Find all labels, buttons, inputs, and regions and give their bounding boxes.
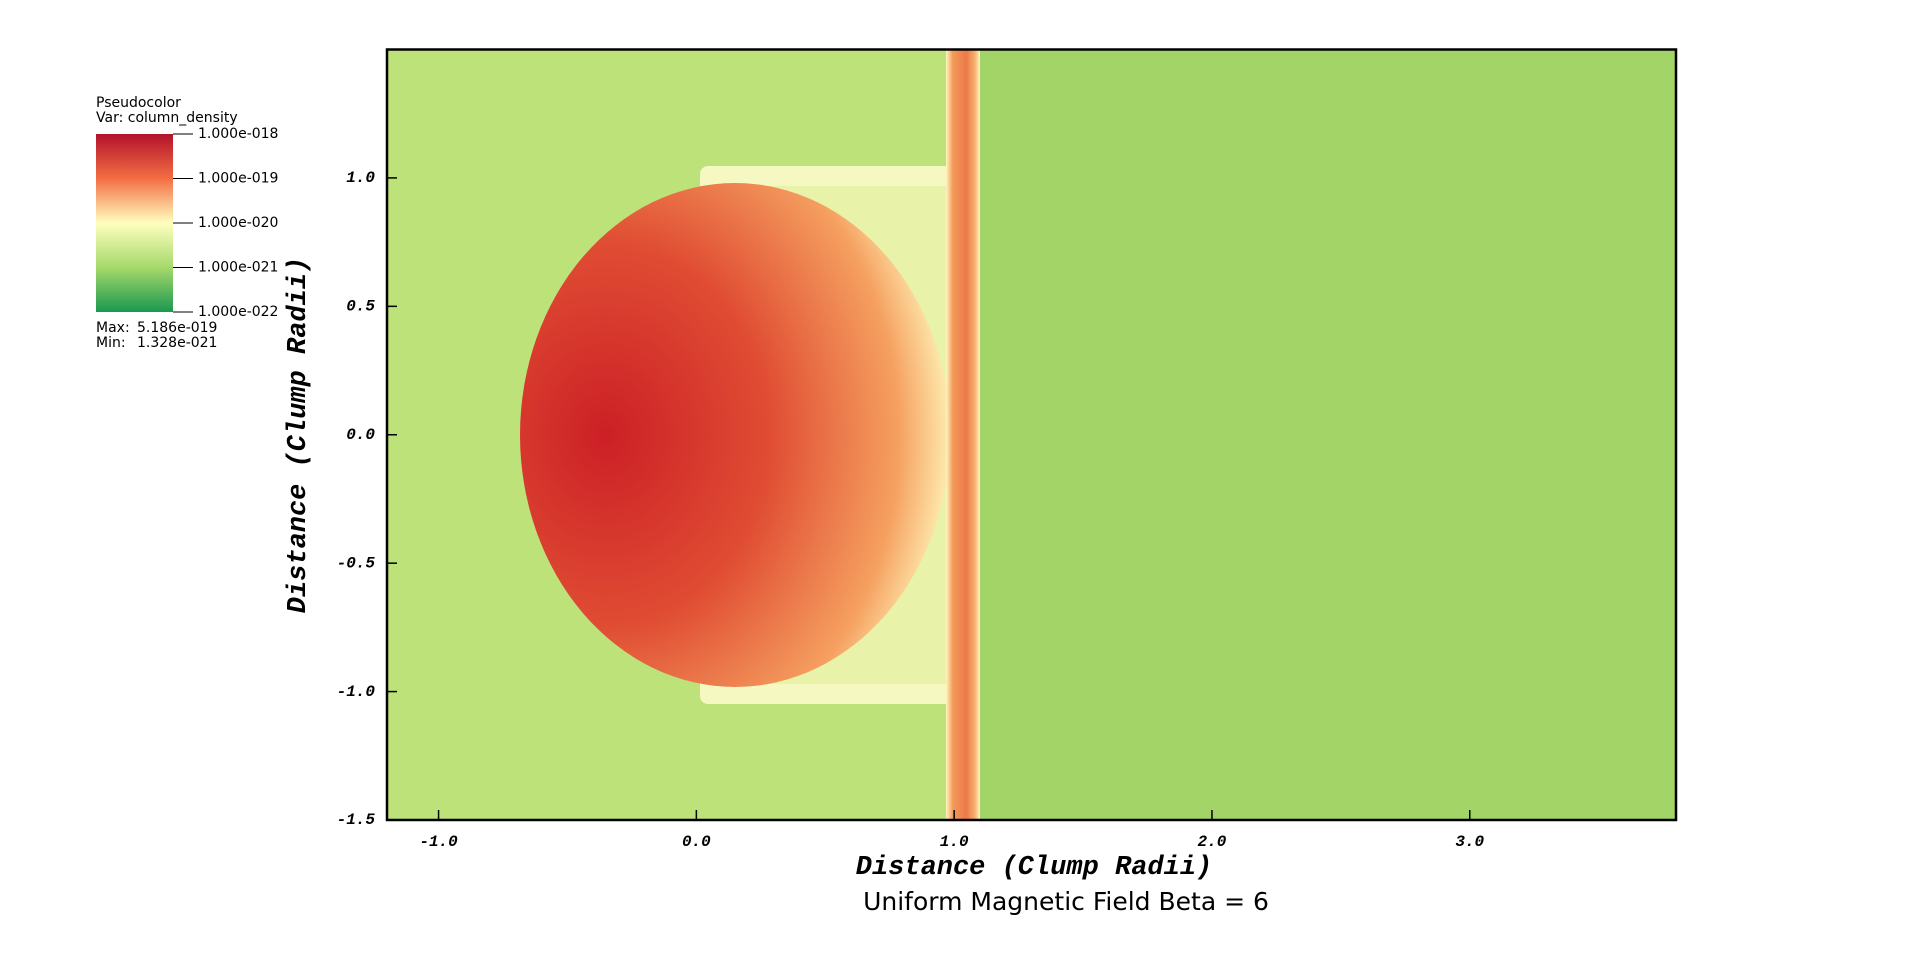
legend-max: 5.186e-019 [137, 320, 217, 336]
x-tick-label: 1.0 [940, 833, 969, 851]
colorbar-tick-label: 1.000e-020 [198, 215, 278, 231]
y-axis-label: Distance (Clump Radii) [284, 257, 314, 613]
shock-front [946, 49, 980, 820]
legend-max-caption: Max: [96, 320, 130, 336]
wake-field [980, 49, 1676, 820]
legend-var: Var: column_density [96, 110, 238, 126]
y-tick-label: -1.5 [337, 811, 376, 829]
clump [520, 183, 950, 687]
x-tick-label: 3.0 [1455, 833, 1484, 851]
colorbar [96, 134, 173, 312]
colorbar-tick-label: 1.000e-021 [198, 260, 278, 276]
x-tick-label: 0.0 [682, 833, 711, 851]
y-tick-label: 1.0 [346, 169, 375, 187]
legend-min: 1.328e-021 [137, 335, 217, 351]
colorbar-tick-label: 1.000e-022 [198, 304, 278, 320]
chart-title: Uniform Magnetic Field Beta = 6 [863, 887, 1269, 916]
y-tick-label: -1.0 [337, 683, 376, 701]
x-axis-label: Distance (Clump Radii) [856, 853, 1212, 883]
x-tick-label: 2.0 [1198, 833, 1227, 851]
colorbar-tick-label: 1.000e-018 [198, 126, 278, 142]
legend-plot: Pseudocolor [96, 95, 181, 111]
colorbar-tick-label: 1.000e-019 [198, 171, 278, 187]
field-image [387, 49, 1676, 820]
x-tick-label: -1.0 [419, 833, 458, 851]
y-tick-label: 0.0 [346, 426, 375, 444]
y-tick-label: -0.5 [337, 554, 376, 572]
legend-min-caption: Min: [96, 335, 126, 351]
y-tick-label: 0.5 [346, 298, 375, 316]
